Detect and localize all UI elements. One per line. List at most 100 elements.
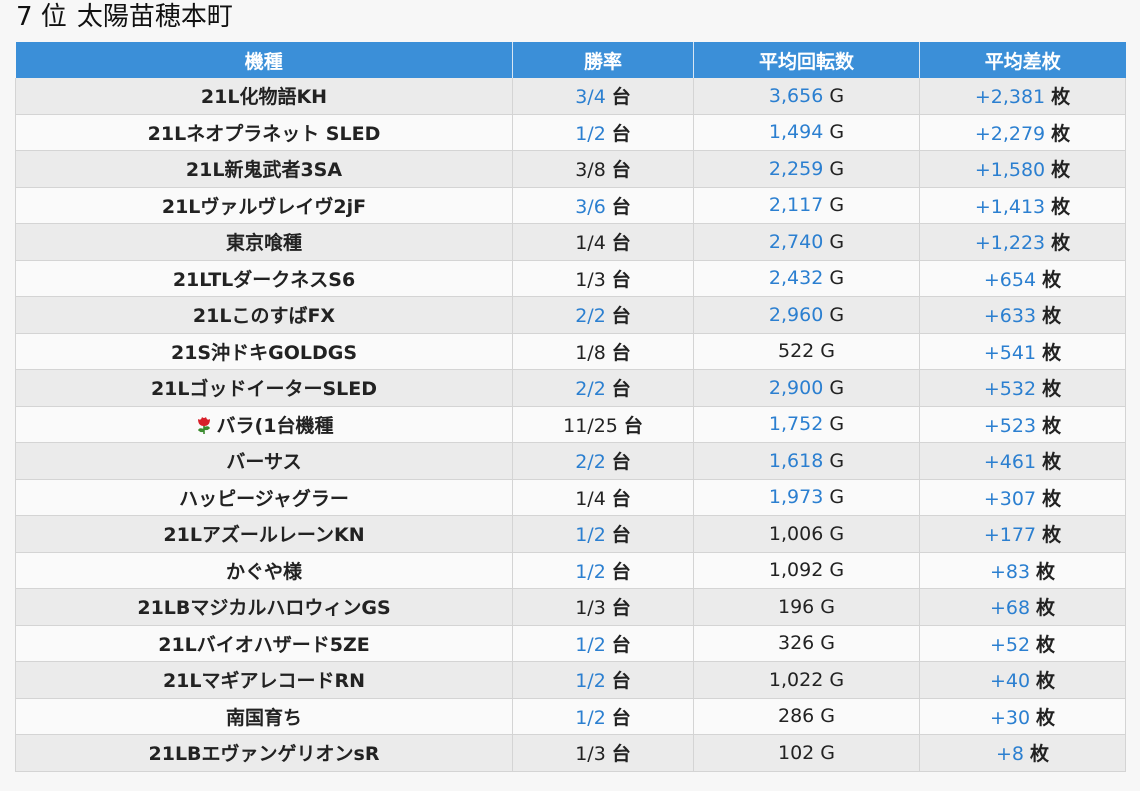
machine-cell: かぐや様	[15, 552, 513, 589]
avg-diff-unit: 枚	[1036, 633, 1056, 656]
avg-spins-value: 2,740	[768, 230, 824, 253]
avg-spins-cell: 1,006 G	[693, 515, 920, 553]
avg-spins-value: 2,960	[768, 303, 824, 326]
column-header-avg-diff[interactable]: 平均差枚	[919, 42, 1126, 78]
machine-name: 21L化物語KH	[200, 86, 328, 109]
win-rate-cell: 1/2 台	[512, 515, 694, 553]
table-row[interactable]: 21L新鬼武者3SA 3/8 台 2,259 G +1,580 枚	[15, 150, 1126, 188]
table-row[interactable]: バラ(1台機種 11/25 台 1,752 G +523 枚	[15, 406, 1126, 443]
avg-diff-value: +633	[983, 305, 1037, 328]
avg-diff-unit: 枚	[1042, 268, 1062, 291]
avg-spins-unit: G	[829, 449, 845, 472]
avg-diff-value: +1,413	[974, 195, 1046, 218]
win-rate-cell: 1/3 台	[512, 734, 694, 772]
avg-diff-unit: 枚	[1051, 86, 1071, 109]
win-rate-cell: 1/3 台	[512, 260, 694, 297]
avg-spins-unit: G	[820, 595, 835, 618]
machine-cell: 21L化物語KH	[15, 78, 513, 115]
avg-diff-value: +541	[983, 341, 1037, 364]
avg-spins-cell: 2,117 G	[693, 187, 920, 224]
avg-spins-unit: G	[820, 705, 835, 728]
avg-spins-unit: G	[829, 267, 845, 290]
avg-diff-value: +2,279	[974, 122, 1046, 145]
avg-diff-value: +83	[989, 560, 1031, 583]
machine-name: 21Lネオプラネット SLED	[147, 122, 381, 145]
machine-cell: 21Lヴァルヴレイヴ2jF	[15, 187, 513, 224]
table-row[interactable]: 21S沖ドキGOLDGS 1/8 台 522 G +541 枚	[15, 333, 1126, 370]
table-row[interactable]: 21LBマジカルハロウィンGS 1/3 台 196 G +68 枚	[15, 588, 1126, 626]
machine-name: 21LマギアレコードRN	[162, 670, 366, 693]
avg-diff-unit: 枚	[1051, 195, 1071, 218]
avg-diff-unit: 枚	[1030, 743, 1050, 766]
avg-spins-value: 3,656	[768, 84, 824, 107]
machine-name: 21Lヴァルヴレイヴ2jF	[161, 195, 367, 218]
avg-spins-value: 1,092	[768, 559, 824, 582]
win-rate-cell: 2/2 台	[512, 296, 694, 334]
avg-spins-cell: 522 G	[693, 333, 920, 370]
machine-cell: 21S沖ドキGOLDGS	[15, 333, 513, 370]
win-rate-cell: 3/8 台	[512, 150, 694, 188]
win-rate-unit: 台	[611, 341, 631, 364]
avg-spins-cell: 1,973 G	[693, 479, 920, 516]
avg-diff-cell: +30 枚	[919, 698, 1126, 735]
win-rate-value: 11/25	[563, 414, 618, 437]
table-row[interactable]: 21LBエヴァンゲリオンsR 1/3 台 102 G +8 枚	[15, 734, 1126, 772]
table-row[interactable]: かぐや様 1/2 台 1,092 G +83 枚	[15, 552, 1126, 589]
machine-name: 21L新鬼武者3SA	[185, 159, 343, 182]
table-row[interactable]: 21LマギアレコードRN 1/2 台 1,022 G +40 枚	[15, 661, 1126, 699]
win-rate-unit: 台	[623, 414, 643, 437]
avg-diff-cell: +1,580 枚	[919, 150, 1126, 188]
machine-cell: バーサス	[15, 442, 513, 480]
avg-diff-value: +1,223	[974, 232, 1046, 255]
table-row[interactable]: バーサス 2/2 台 1,618 G +461 枚	[15, 442, 1126, 480]
column-header-win-rate[interactable]: 勝率	[512, 42, 694, 78]
avg-spins-cell: 2,259 G	[693, 150, 920, 188]
table-row[interactable]: ハッピージャグラー 1/4 台 1,973 G +307 枚	[15, 479, 1126, 516]
avg-diff-cell: +177 枚	[919, 515, 1126, 553]
win-rate-unit: 台	[611, 560, 631, 583]
avg-diff-unit: 枚	[1042, 414, 1062, 437]
win-rate-unit: 台	[611, 195, 631, 218]
avg-diff-cell: +40 枚	[919, 661, 1126, 699]
table-row[interactable]: 21LこのすばFX 2/2 台 2,960 G +633 枚	[15, 296, 1126, 334]
avg-diff-cell: +532 枚	[919, 369, 1126, 407]
win-rate-cell: 2/2 台	[512, 369, 694, 407]
avg-diff-unit: 枚	[1042, 305, 1062, 328]
avg-spins-cell: 2,960 G	[693, 296, 920, 334]
avg-spins-cell: 102 G	[693, 734, 920, 772]
win-rate-value: 1/2	[575, 633, 606, 656]
avg-spins-unit: G	[820, 741, 835, 764]
win-rate-unit: 台	[611, 743, 631, 766]
win-rate-value: 3/8	[575, 159, 606, 182]
column-header-avg-spins[interactable]: 平均回転数	[693, 42, 920, 78]
machine-cell: 21LBエヴァンゲリオンsR	[15, 734, 513, 772]
machine-cell: 21LマギアレコードRN	[15, 661, 513, 699]
machine-name: バラ(1台機種	[216, 414, 334, 437]
avg-spins-cell: 2,432 G	[693, 260, 920, 297]
table-body: 21L化物語KH 3/4 台 3,656 G +2,381 枚 21Lネオプラネット SLED…	[15, 78, 1126, 772]
avg-diff-value: +30	[989, 706, 1031, 729]
avg-diff-value: +532	[983, 378, 1037, 401]
table-row[interactable]: 21Lバイオハザード5ZE 1/2 台 326 G +52 枚	[15, 625, 1126, 662]
avg-spins-unit: G	[820, 632, 835, 655]
table-row[interactable]: 21LTLダークネスS6 1/3 台 2,432 G +654 枚	[15, 260, 1126, 297]
win-rate-unit: 台	[611, 524, 631, 547]
win-rate-cell: 11/25 台	[512, 406, 694, 443]
avg-diff-value: +52	[989, 633, 1031, 656]
avg-diff-unit: 枚	[1036, 670, 1056, 693]
avg-spins-cell: 1,752 G	[693, 406, 920, 443]
column-header-machine[interactable]: 機種	[15, 42, 513, 78]
win-rate-unit: 台	[611, 487, 631, 510]
table-row[interactable]: 東京喰種 1/4 台 2,740 G +1,223 枚	[15, 223, 1126, 261]
table-row[interactable]: 21L化物語KH 3/4 台 3,656 G +2,381 枚	[15, 78, 1126, 115]
table-row[interactable]: 21LゴッドイーターSLED 2/2 台 2,900 G +532 枚	[15, 369, 1126, 407]
win-rate-value: 1/2	[575, 122, 606, 145]
table-row[interactable]: 21LアズールレーンKN 1/2 台 1,006 G +177 枚	[15, 515, 1126, 553]
table-row[interactable]: 21Lヴァルヴレイヴ2jF 3/6 台 2,117 G +1,413 枚	[15, 187, 1126, 224]
win-rate-value: 1/8	[575, 341, 606, 364]
table-row[interactable]: 21Lネオプラネット SLED 1/2 台 1,494 G +2,279 枚	[15, 114, 1126, 151]
avg-spins-cell: 286 G	[693, 698, 920, 735]
table-row[interactable]: 南国育ち 1/2 台 286 G +30 枚	[15, 698, 1126, 735]
avg-diff-value: +40	[989, 670, 1031, 693]
